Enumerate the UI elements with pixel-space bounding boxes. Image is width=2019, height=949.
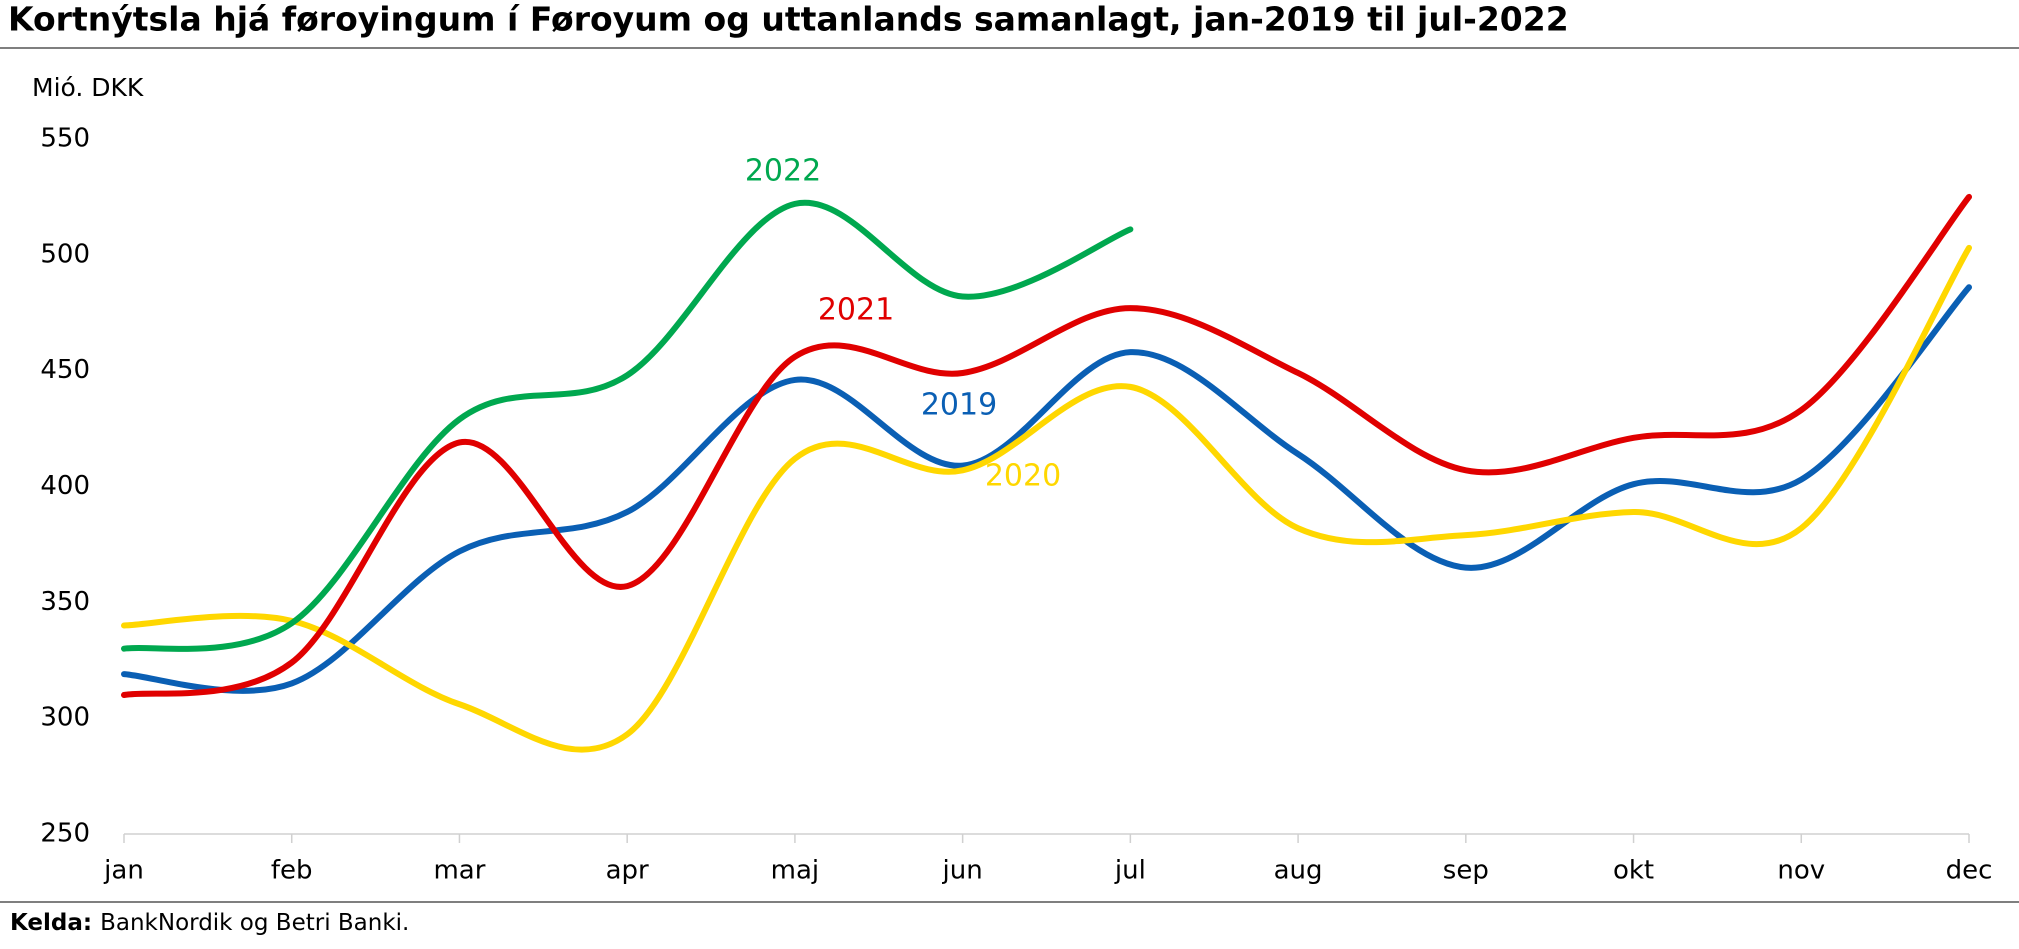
x-tick-label: apr xyxy=(606,856,649,886)
x-tick-label: mar xyxy=(433,856,485,886)
x-tick-label: sep xyxy=(1443,856,1489,886)
source-label: Kelda: xyxy=(10,910,92,936)
source: Kelda: BankNordik og Betri Banki. xyxy=(10,910,409,936)
x-tick-label: okt xyxy=(1613,856,1654,886)
series-label: 2022 xyxy=(745,154,821,189)
series-line xyxy=(121,284,1972,694)
y-tick-label: 250 xyxy=(40,819,90,849)
x-tick-label: jun xyxy=(942,856,983,886)
series-label: 2019 xyxy=(921,388,997,423)
x-tick-label: jan xyxy=(103,856,144,886)
x-tick-label: aug xyxy=(1274,856,1323,886)
x-tick-label: dec xyxy=(1946,856,1993,886)
series-line xyxy=(121,199,1134,652)
x-tick-label: maj xyxy=(771,856,819,886)
series-line xyxy=(121,244,1972,753)
series-label: 2020 xyxy=(985,459,1061,494)
x-tick-label: feb xyxy=(271,856,313,886)
y-tick-label: 500 xyxy=(40,239,90,269)
source-text: BankNordik og Betri Banki. xyxy=(100,910,409,936)
x-tick-label: jul xyxy=(1114,856,1146,886)
y-axis-label: Mió. DKK xyxy=(32,73,144,102)
series-line xyxy=(121,193,1972,698)
chart-title: Kortnýtsla hjá føroyingum í Føroyum og u… xyxy=(8,0,1569,39)
series-label: 2021 xyxy=(818,293,894,328)
y-tick-label: 400 xyxy=(40,471,90,501)
y-tick-label: 450 xyxy=(40,355,90,385)
y-tick-label: 300 xyxy=(40,703,90,733)
x-tick-label: nov xyxy=(1777,856,1825,886)
y-tick-label: 350 xyxy=(40,587,90,617)
y-tick-label: 550 xyxy=(40,124,90,154)
